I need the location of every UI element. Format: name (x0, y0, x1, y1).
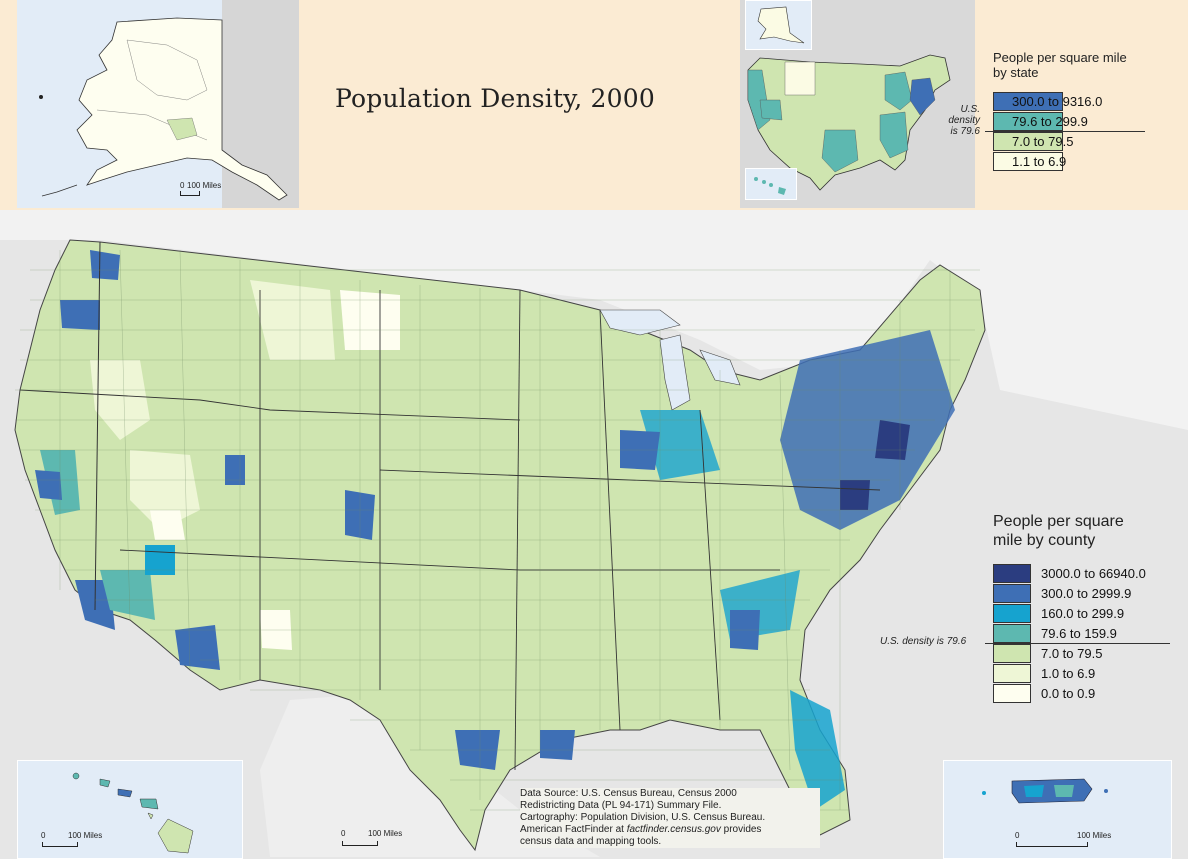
source-line4-suffix: provides (720, 824, 762, 835)
factfinder-link[interactable]: factfinder.census.gov (626, 824, 721, 835)
hawaii-scale-label: 100 Miles (68, 831, 103, 840)
county-legend-swatch (993, 644, 1031, 663)
hawaii-inset: 0 100 Miles (17, 760, 243, 859)
state-density-note-line3: is 79.6 (950, 126, 980, 137)
county-legend-divider (985, 643, 1170, 644)
county-legend-label: 1.0 to 6.9 (1041, 666, 1096, 681)
hawaii-scale-bar (42, 842, 78, 847)
source-line4: American FactFinder at factfinder.census… (520, 824, 820, 836)
map-title: Population Density, 2000 (335, 84, 655, 113)
source-line2: Redistricting Data (PL 94-171) Summary F… (520, 800, 722, 811)
alaska-scale-bar (180, 191, 200, 196)
state-legend-label: 7.0 to 79.5 (1012, 134, 1074, 149)
main-scale-zero: 0 (341, 829, 346, 838)
alaska-scale-zero: 0 (180, 181, 185, 190)
source-line5: census data and mapping tools. (520, 836, 662, 847)
puerto-rico-map (982, 778, 1108, 804)
county-legend-label: 160.0 to 299.9 (1041, 606, 1125, 621)
state-hawaii-shape (754, 177, 786, 195)
state-density-map (747, 54, 951, 191)
state-density-note-line1: U.S. (960, 104, 980, 115)
state-legend-divider (985, 131, 1145, 132)
state-legend-swatch (993, 112, 1063, 131)
data-source-note: Data Source: U.S. Census Bureau, Census … (520, 788, 820, 848)
source-line4-prefix: American FactFinder at (520, 824, 627, 835)
main-scale-label: 100 Miles (368, 829, 403, 838)
pr-scale-zero: 0 (1015, 831, 1020, 840)
source-line1: Data Source: U.S. Census Bureau, Census … (520, 788, 737, 799)
county-legend-swatch (993, 564, 1031, 583)
state-legend-title-line2: by state (993, 65, 1039, 80)
pr-scale-bar (1016, 842, 1088, 847)
county-legend-label: 79.6 to 159.9 (1041, 626, 1117, 641)
hawaii-map (72, 772, 194, 854)
county-legend-label: 300.0 to 2999.9 (1041, 586, 1132, 601)
county-legend-title-line1: People per square (993, 513, 1124, 530)
county-legend-label: 7.0 to 79.5 (1041, 646, 1103, 661)
state-legend-swatch (993, 152, 1063, 171)
alaska-map (39, 0, 299, 208)
county-legend-swatch (993, 684, 1031, 703)
pr-scale-label: 100 Miles (1077, 831, 1112, 840)
county-legend-swatch (993, 604, 1031, 623)
county-legend-swatch (993, 664, 1031, 683)
main-map: 0 100 Miles (0, 210, 1188, 857)
county-legend-swatch (993, 624, 1031, 643)
state-legend-label: 79.6 to 299.9 (1012, 114, 1088, 129)
state-hawaii-inset (745, 168, 797, 200)
state-legend-title-line1: People per square mile (993, 50, 1127, 65)
state-legend-swatch (993, 92, 1063, 111)
hawaii-scale-zero: 0 (41, 831, 46, 840)
state-density-note: U.S. density is 79.6 (930, 104, 980, 137)
county-legend-title: People per square mile by county (993, 512, 1183, 550)
puerto-rico-inset: 0 100 Miles (943, 760, 1172, 859)
state-legend-label: 300.0 to 9316.0 (1012, 94, 1103, 109)
source-line3: Cartography: Population Division, U.S. C… (520, 812, 766, 823)
county-density-note: U.S. density is 79.6 (880, 636, 967, 647)
county-legend-label: 0.0 to 0.9 (1041, 686, 1096, 701)
state-alaska-inset (745, 0, 812, 50)
alaska-inset: 0 100 Miles (17, 0, 299, 208)
county-legend-swatch (993, 584, 1031, 603)
state-legend-title: People per square mile by state (993, 50, 1173, 80)
county-density-map (0, 210, 1188, 857)
state-density-note-line2: density (948, 115, 980, 126)
state-legend-swatch (993, 132, 1063, 151)
main-scale-bar (342, 841, 378, 846)
county-legend-label: 3000.0 to 66940.0 (1041, 566, 1146, 581)
state-alaska-shape (757, 6, 805, 44)
alaska-scale-label: 100 Miles (187, 181, 222, 190)
county-legend-title-line2: mile by county (993, 532, 1096, 549)
state-legend-label: 1.1 to 6.9 (1012, 154, 1067, 169)
